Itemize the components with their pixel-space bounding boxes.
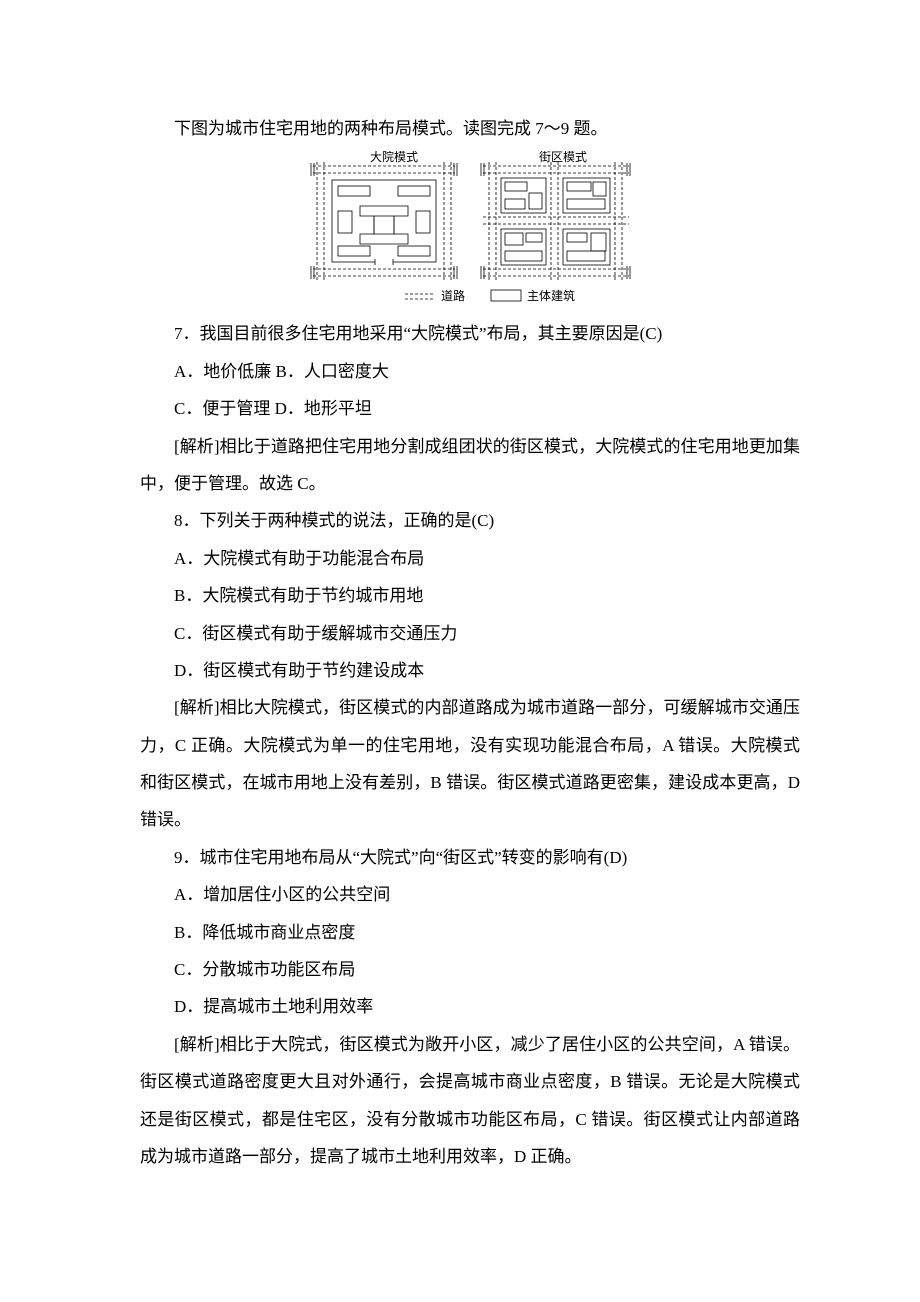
q8-option-a: A．大院模式有助于功能混合布局	[140, 540, 800, 577]
legend-road-label: 道路	[441, 288, 465, 303]
q9-stem: 9．城市住宅用地布局从“大院式”向“街区式”转变的影响有(D)	[140, 839, 800, 876]
q7-options-cd: C．便于管理 D．地形平坦	[140, 390, 800, 427]
diagram-legend: 道路 主体建筑	[405, 288, 575, 303]
q9-analysis: [解析]相比于大院式，街区模式为敞开小区，减少了居住小区的公共空间，A 错误。街…	[140, 1026, 800, 1176]
diagram-right: 街区模式	[481, 151, 630, 280]
diagram: 大院模式	[140, 151, 800, 309]
q8-option-b: B．大院模式有助于节约城市用地	[140, 577, 800, 614]
q8-option-d: D．街区模式有助于节约建设成本	[140, 652, 800, 689]
intro-text: 下图为城市住宅用地的两种布局模式。读图完成 7～9 题。	[140, 110, 800, 147]
q9-option-d: D．提高城市土地利用效率	[140, 988, 800, 1025]
left-title: 大院模式	[370, 151, 418, 164]
q8-analysis: [解析]相比大院模式，街区模式的内部道路成为城市道路一部分，可缓解城市交通压力，…	[140, 689, 800, 839]
q9-option-c: C．分散城市功能区布局	[140, 951, 800, 988]
q9-option-b: B．降低城市商业点密度	[140, 914, 800, 951]
q7-analysis: [解析]相比于道路把住宅用地分割成组团状的街区模式，大院模式的住宅用地更加集中，…	[140, 428, 800, 503]
layout-diagram-svg: 大院模式	[305, 151, 635, 306]
q7-options-ab: A．地价低廉 B．人口密度大	[140, 353, 800, 390]
legend-building-label: 主体建筑	[527, 288, 575, 303]
right-title: 街区模式	[539, 151, 587, 164]
q9-option-a: A．增加居住小区的公共空间	[140, 876, 800, 913]
page: 下图为城市住宅用地的两种布局模式。读图完成 7～9 题。 大院模式	[0, 0, 920, 1275]
q7-stem: 7．我国目前很多住宅用地采用“大院模式”布局，其主要原因是(C)	[140, 315, 800, 352]
q8-stem: 8．下列关于两种模式的说法，正确的是(C)	[140, 502, 800, 539]
q8-option-c: C．街区模式有助于缓解城市交通压力	[140, 615, 800, 652]
diagram-left: 大院模式	[311, 151, 457, 280]
